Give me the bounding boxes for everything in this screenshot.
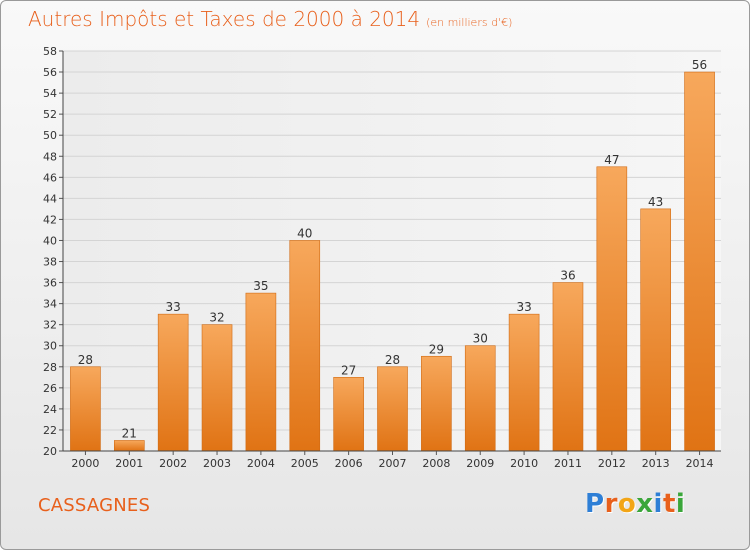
y-tick-label: 36 bbox=[43, 277, 57, 290]
bar-2008 bbox=[421, 355, 452, 452]
x-tick-label-2013: 2013 bbox=[642, 457, 670, 470]
data-label-2014: 56 bbox=[692, 58, 707, 72]
bar-2011 bbox=[552, 282, 584, 452]
logo-letter: i bbox=[675, 489, 686, 519]
bar-2000 bbox=[70, 366, 101, 452]
logo-letter: o bbox=[617, 489, 637, 519]
y-tick-label: 52 bbox=[43, 108, 57, 121]
data-label-2009: 30 bbox=[473, 332, 488, 346]
y-tick-label: 20 bbox=[43, 445, 57, 458]
x-tick-label-2004: 2004 bbox=[247, 457, 275, 470]
bar-2004 bbox=[245, 292, 277, 452]
logo-letter: r bbox=[604, 489, 618, 519]
data-label-2001: 21 bbox=[122, 426, 137, 440]
axes: 20 22 24 26 28 30 32 34 36 38 40 42 44 46 48 50 52 54 56 58… bbox=[43, 45, 721, 470]
x-tick-label-2007: 2007 bbox=[379, 457, 407, 470]
y-tick-label: 24 bbox=[43, 403, 57, 416]
x-tick-label-2006: 2006 bbox=[335, 457, 363, 470]
data-labels: 28 21 33 32 35 40 27 28 29 30 33 36 47 43 56 bbox=[78, 58, 707, 440]
proxiti-logo[interactable]: Proxiti bbox=[585, 489, 685, 519]
data-label-2004: 35 bbox=[253, 279, 268, 293]
y-tick-label: 32 bbox=[43, 319, 57, 332]
y-tick-label: 48 bbox=[43, 150, 57, 163]
x-tick-label-2005: 2005 bbox=[291, 457, 319, 470]
bar-2012 bbox=[596, 166, 628, 452]
chart-subtitle: (en milliers d'€) bbox=[426, 16, 513, 29]
x-tick-label-2003: 2003 bbox=[203, 457, 231, 470]
chart-title-text: Autres Impôts et Taxes de 2000 à 2014 bbox=[28, 7, 421, 31]
data-label-2007: 28 bbox=[385, 353, 400, 367]
data-label-2005: 40 bbox=[297, 226, 312, 240]
y-tick-label: 34 bbox=[43, 298, 57, 311]
y-tick-label: 42 bbox=[43, 213, 57, 226]
x-tick-label-2009: 2009 bbox=[466, 457, 494, 470]
y-tick-label: 44 bbox=[43, 192, 57, 205]
x-tick-label-2000: 2000 bbox=[71, 457, 99, 470]
y-tick-label: 22 bbox=[43, 424, 57, 437]
logo-letter: x bbox=[636, 489, 654, 519]
bar-2002 bbox=[157, 313, 189, 452]
bar-2005 bbox=[289, 240, 321, 452]
x-tick-label-2002: 2002 bbox=[159, 457, 187, 470]
y-tick-label: 38 bbox=[43, 256, 57, 269]
data-label-2010: 33 bbox=[516, 300, 531, 314]
y-tick-label: 56 bbox=[43, 66, 57, 79]
bar-2006 bbox=[333, 377, 364, 452]
x-tick-label-2010: 2010 bbox=[510, 457, 538, 470]
bar-2010 bbox=[508, 313, 540, 452]
y-tick-label: 30 bbox=[43, 340, 57, 353]
y-tick-label: 54 bbox=[43, 87, 57, 100]
x-tick-label-2001: 2001 bbox=[115, 457, 143, 470]
data-label-2006: 27 bbox=[341, 363, 356, 377]
y-tick-label: 50 bbox=[43, 129, 57, 142]
data-label-2012: 47 bbox=[604, 153, 619, 167]
y-tick-label: 46 bbox=[43, 171, 57, 184]
logo-letter: i bbox=[653, 489, 663, 519]
x-tick-label-2008: 2008 bbox=[422, 457, 450, 470]
bars bbox=[70, 71, 715, 452]
data-label-2011: 36 bbox=[560, 269, 575, 283]
data-label-2013: 43 bbox=[648, 195, 663, 209]
bar-2001 bbox=[114, 440, 145, 452]
y-tick-label: 40 bbox=[43, 234, 57, 247]
bar-2009 bbox=[464, 345, 496, 452]
x-tick-label-2011: 2011 bbox=[554, 457, 582, 470]
bar-2013 bbox=[640, 208, 672, 452]
logo-letter: t bbox=[662, 489, 676, 519]
logo-letter: P bbox=[585, 489, 605, 519]
bar-2014 bbox=[684, 71, 715, 452]
y-tick-label: 28 bbox=[43, 361, 57, 374]
y-tick-label: 58 bbox=[43, 45, 57, 58]
data-label-2000: 28 bbox=[78, 353, 93, 367]
x-tick-label-2014: 2014 bbox=[686, 457, 714, 470]
y-tick-label: 26 bbox=[43, 382, 57, 395]
bar-2007 bbox=[377, 366, 408, 452]
x-tick-label-2012: 2012 bbox=[598, 457, 626, 470]
data-label-2008: 29 bbox=[429, 342, 444, 356]
data-label-2003: 32 bbox=[209, 311, 224, 325]
data-label-2002: 33 bbox=[166, 300, 181, 314]
bar-2003 bbox=[201, 324, 233, 452]
commune-name: CASSAGNES bbox=[38, 495, 151, 516]
chart-title: Autres Impôts et Taxes de 2000 à 2014 (en… bbox=[28, 7, 512, 31]
